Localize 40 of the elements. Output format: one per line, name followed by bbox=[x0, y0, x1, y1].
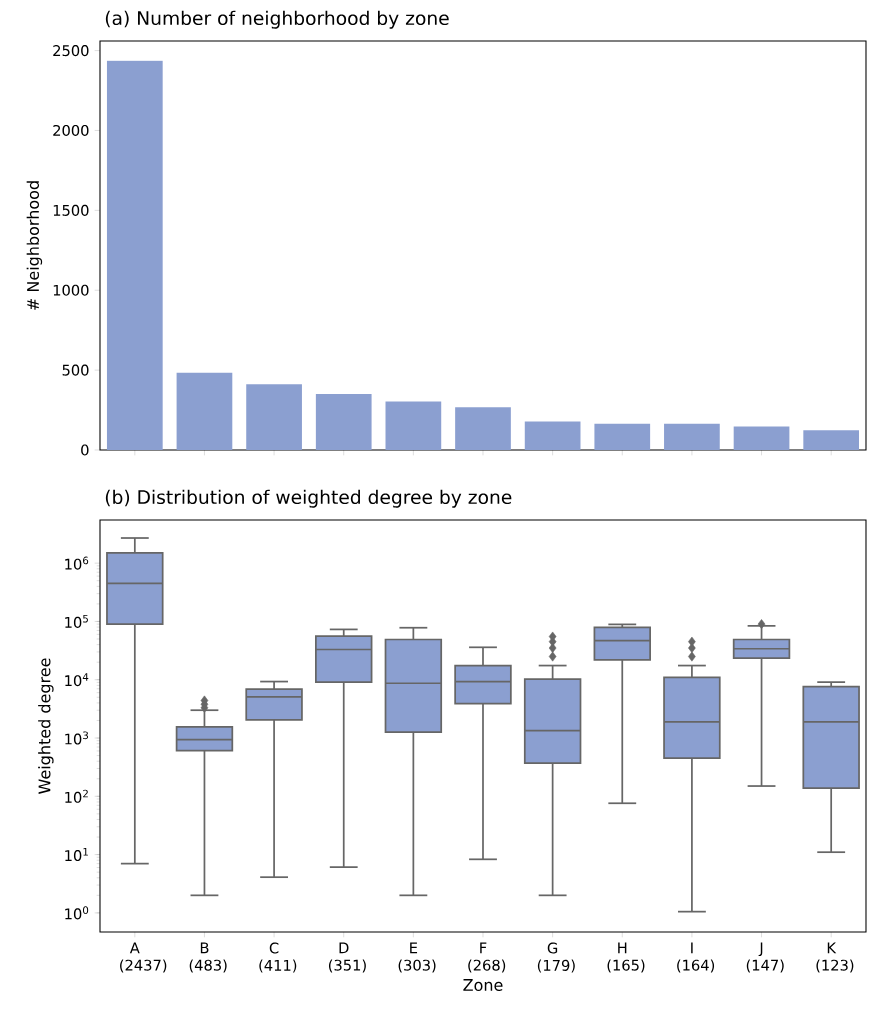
x-tick-label: A (2437) bbox=[120, 942, 167, 973]
bar bbox=[315, 393, 372, 450]
bar bbox=[594, 423, 651, 450]
y-tick-label: 10$^{3}$ bbox=[65, 731, 89, 745]
bar bbox=[524, 421, 581, 450]
x-tick-label: J (147) bbox=[746, 942, 784, 973]
y-tick-label: 10$^{0}$ bbox=[65, 906, 89, 920]
y-tick-label: 2500 bbox=[53, 45, 89, 57]
y-tick-label: 0 bbox=[81, 444, 89, 456]
bar bbox=[455, 407, 511, 450]
x-tick-label: K (123) bbox=[816, 942, 854, 973]
y-axis-title: Weighted degree bbox=[38, 658, 54, 794]
bar bbox=[176, 372, 233, 450]
bar bbox=[385, 401, 442, 450]
chart-title: (a) Number of neighborhood by zone bbox=[105, 10, 449, 29]
x-tick-label: H (165) bbox=[607, 942, 645, 973]
x-tick-label: E (303) bbox=[398, 942, 436, 973]
x-tick-label: G (179) bbox=[537, 942, 575, 973]
bar bbox=[106, 60, 163, 450]
y-tick-label: 10$^{2}$ bbox=[65, 789, 88, 803]
y-tick-label: 1000 bbox=[53, 284, 89, 296]
x-tick-label: D (351) bbox=[328, 942, 366, 973]
x-tick-label: I (164) bbox=[677, 942, 715, 973]
y-tick-label: 10$^{1}$ bbox=[65, 848, 88, 862]
bar bbox=[246, 384, 302, 450]
y-axis-title: # Neighborhood bbox=[26, 181, 43, 310]
x-tick-label: F (268) bbox=[468, 942, 506, 973]
bar bbox=[803, 430, 860, 450]
y-tick-label: 10$^{5}$ bbox=[65, 614, 88, 628]
x-axis-title: Zone bbox=[463, 979, 503, 992]
bar bbox=[733, 426, 790, 450]
y-tick-label: 10$^{6}$ bbox=[65, 556, 89, 570]
x-tick-label: C (411) bbox=[259, 942, 297, 973]
x-tick-label: B (483) bbox=[189, 942, 227, 973]
y-tick-label: 1500 bbox=[53, 204, 89, 216]
chart-title: (b) Distribution of weighted degree by zone bbox=[105, 489, 512, 508]
y-tick-label: 10$^{4}$ bbox=[65, 673, 89, 687]
y-tick-label: 2000 bbox=[53, 124, 89, 137]
bar bbox=[664, 423, 720, 450]
y-tick-label: 500 bbox=[62, 364, 89, 376]
